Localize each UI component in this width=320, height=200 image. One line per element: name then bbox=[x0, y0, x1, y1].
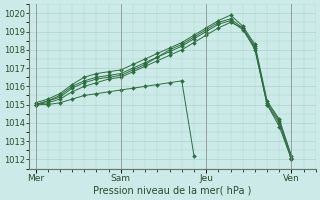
X-axis label: Pression niveau de la mer( hPa ): Pression niveau de la mer( hPa ) bbox=[93, 186, 252, 196]
